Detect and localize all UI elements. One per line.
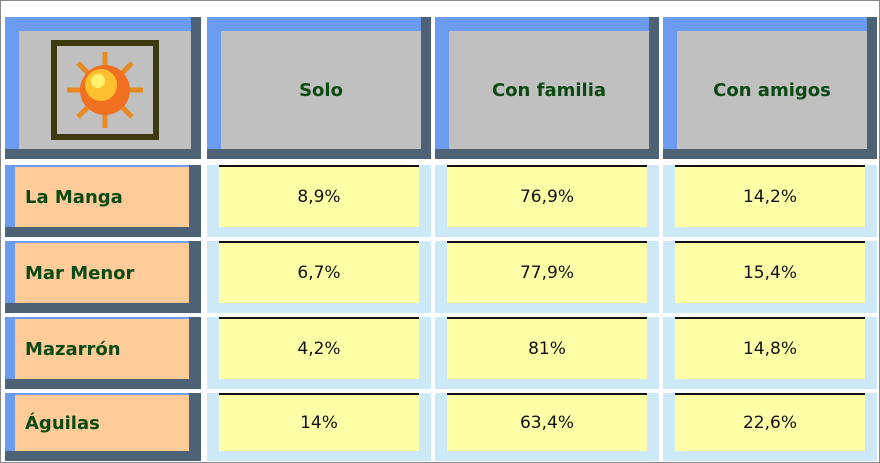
- value-cell: 14,2%: [663, 165, 877, 237]
- row-label-text: Águilas: [15, 395, 189, 451]
- corner-cell: [5, 17, 201, 159]
- value-cell-text: 4,2%: [219, 317, 419, 379]
- row-label: La Manga: [5, 165, 201, 237]
- header-cell-text: Con familia: [449, 31, 649, 149]
- value-cell-text: 14%: [219, 393, 419, 451]
- row-label-text: La Manga: [15, 167, 189, 227]
- value-cell: 4,2%: [207, 317, 431, 389]
- value-cell-text: 8,9%: [219, 165, 419, 227]
- value-cell-text: 14,2%: [675, 165, 865, 227]
- value-cell: 15,4%: [663, 241, 877, 313]
- value-cell: 8,9%: [207, 165, 431, 237]
- value-cell: 6,7%: [207, 241, 431, 313]
- value-cell: 14%: [207, 393, 431, 461]
- value-cell-text: 76,9%: [447, 165, 647, 227]
- row-label-text: Mazarrón: [15, 319, 189, 379]
- value-cell: 77,9%: [435, 241, 659, 313]
- value-cell-text: 22,6%: [675, 393, 865, 451]
- value-cell: 14,8%: [663, 317, 877, 389]
- row-label: Mar Menor: [5, 241, 201, 313]
- sun-icon: [51, 40, 159, 140]
- header-cell-text: Con amigos: [677, 31, 867, 149]
- header-cell: Solo: [207, 17, 431, 159]
- value-cell-text: 63,4%: [447, 393, 647, 451]
- corner-inner: [19, 31, 191, 149]
- value-cell-text: 77,9%: [447, 241, 647, 303]
- header-cell-text: Solo: [221, 31, 421, 149]
- value-cell: 63,4%: [435, 393, 659, 461]
- value-cell-text: 81%: [447, 317, 647, 379]
- row-label: Mazarrón: [5, 317, 201, 389]
- header-cell: Con amigos: [663, 17, 877, 159]
- header-cell: Con familia: [435, 17, 659, 159]
- value-cell: 81%: [435, 317, 659, 389]
- value-cell: 76,9%: [435, 165, 659, 237]
- row-label: Águilas: [5, 393, 201, 461]
- value-cell-text: 14,8%: [675, 317, 865, 379]
- value-cell-text: 15,4%: [675, 241, 865, 303]
- value-cell-text: 6,7%: [219, 241, 419, 303]
- value-cell: 22,6%: [663, 393, 877, 461]
- row-label-text: Mar Menor: [15, 243, 189, 303]
